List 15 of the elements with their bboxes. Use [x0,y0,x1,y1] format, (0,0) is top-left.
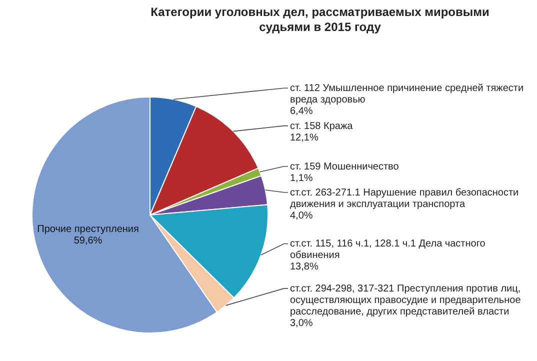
slice-label: ст. 158 Кража [290,120,354,132]
data-label: 1,1% [290,172,313,184]
slice-label: ст.ст. 294-298, 317-321 Преступления против лиц, осуществляющих правосудие и предварительное расследование, других представителей власти [290,283,522,318]
slice-label: ст. 159 Мошенничество [290,161,400,172]
slice-label: ст.ст. 263-271.1 Нарушение правил безопасности движения и эксплуатации транспорта [290,187,519,210]
data-label: 59,6% [74,235,102,246]
slice-label: ст. 112 Умышленное причинение средней тяжести вреда здоровью [290,83,524,106]
slice-label: ст.ст. 115, 116 ч.1, 128.1 ч.1 Дела частного обвинения [290,238,486,262]
data-label: 12,1% [290,132,318,144]
data-label: 13,8% [290,262,318,273]
chart-title: Категории уголовных дел, рассматриваемых мировыми судьями в 2015 году [150,5,490,34]
slice-label: Прочие преступления [37,224,139,235]
data-label: 3,0% [290,318,313,329]
data-label: 6,4% [290,106,313,118]
data-label: 4,0% [290,210,313,222]
